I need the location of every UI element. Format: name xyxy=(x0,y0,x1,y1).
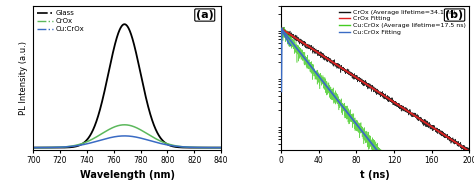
Cu:CrOx xyxy=(40,146,46,149)
Line: Cu:CrOx: Cu:CrOx xyxy=(33,136,221,148)
Line: Glass: Glass xyxy=(33,24,221,148)
Cu:CrOx xyxy=(213,146,219,149)
Y-axis label: PL Intensity (a.u.): PL Intensity (a.u.) xyxy=(18,41,27,115)
Glass xyxy=(30,146,36,149)
Legend: CrOx (Average lifetime=34.1 ns), CrOx Fitting, Cu:CrOx (Average lifetime=17.5 ns: CrOx (Average lifetime=34.1 ns), CrOx Fi… xyxy=(338,9,466,35)
Glass xyxy=(122,23,128,25)
Cu:CrOx xyxy=(122,135,128,137)
Cu:CrOx xyxy=(117,135,122,137)
Glass xyxy=(122,23,128,25)
CrOx xyxy=(213,146,219,149)
Glass xyxy=(213,146,219,149)
Cu:CrOx xyxy=(219,146,224,149)
Cu:CrOx xyxy=(178,146,184,148)
X-axis label: t (ns): t (ns) xyxy=(360,170,390,180)
Legend: Glass, CrOx, Cu:CrOx: Glass, CrOx, Cu:CrOx xyxy=(36,9,85,33)
CrOx xyxy=(30,146,36,149)
CrOx xyxy=(122,124,128,126)
Text: (b): (b) xyxy=(446,10,464,20)
Glass xyxy=(178,146,184,149)
Cu:CrOx xyxy=(122,135,128,137)
CrOx xyxy=(213,146,219,149)
CrOx xyxy=(219,146,224,149)
Text: (a): (a) xyxy=(196,10,214,20)
CrOx xyxy=(117,124,122,127)
CrOx xyxy=(40,146,46,149)
X-axis label: Wavelength (nm): Wavelength (nm) xyxy=(80,170,174,180)
Glass xyxy=(117,29,122,31)
Glass xyxy=(40,146,46,149)
Line: CrOx: CrOx xyxy=(33,125,221,148)
Cu:CrOx xyxy=(30,146,36,149)
Glass xyxy=(219,146,224,149)
Glass xyxy=(213,146,219,149)
CrOx xyxy=(178,146,184,148)
Cu:CrOx xyxy=(213,146,219,149)
CrOx xyxy=(122,124,128,126)
